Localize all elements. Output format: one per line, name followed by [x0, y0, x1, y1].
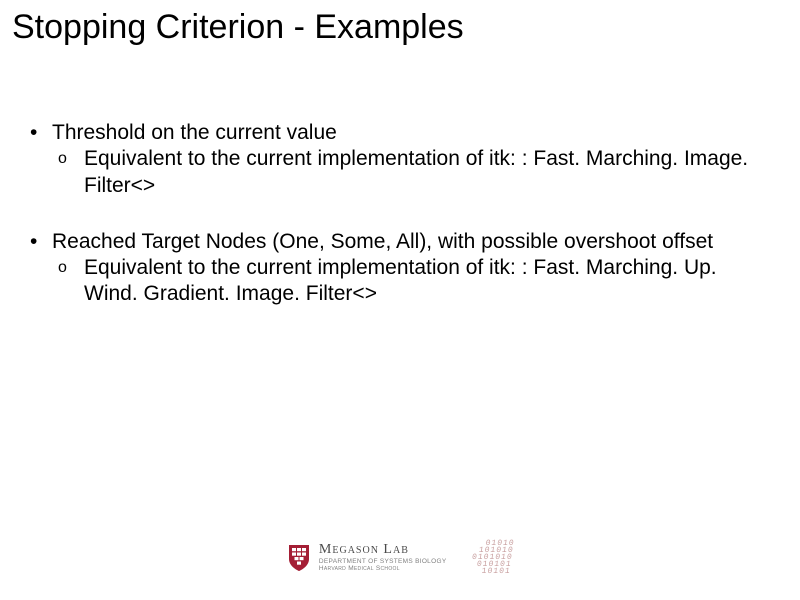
- harvard-shield-icon: [287, 543, 311, 573]
- list-item: o Equivalent to the current implementati…: [58, 255, 760, 308]
- slide-title: Stopping Criterion - Examples: [12, 8, 464, 47]
- list-item: • Threshold on the current value o Equiv…: [30, 120, 760, 199]
- list-item-text: Equivalent to the current implementation…: [84, 146, 760, 199]
- lab-school: Harvard Medical School: [319, 566, 447, 573]
- footer-branding: Megason Lab Department of Systems Biolog…: [0, 540, 800, 575]
- slide-body: • Threshold on the current value o Equiv…: [30, 120, 760, 338]
- binary-graphic-icon: 01010 101010 0101010 010101 10101: [470, 540, 516, 575]
- list-item: • Reached Target Nodes (One, Some, All),…: [30, 229, 760, 308]
- list-item-text: Threshold on the current value: [52, 120, 337, 146]
- list-item: o Equivalent to the current implementati…: [58, 146, 760, 199]
- lab-text-block: Megason Lab Department of Systems Biolog…: [319, 543, 447, 572]
- bullet-circle-icon: o: [58, 146, 84, 199]
- slide: Stopping Criterion - Examples • Threshol…: [0, 0, 800, 600]
- bullet-circle-icon: o: [58, 255, 84, 308]
- bullet-dot-icon: •: [30, 120, 52, 146]
- bullet-list: • Threshold on the current value o Equiv…: [30, 120, 760, 308]
- list-item-text: Equivalent to the current implementation…: [84, 255, 760, 308]
- list-item-text: Reached Target Nodes (One, Some, All), w…: [52, 229, 713, 255]
- bullet-dot-icon: •: [30, 229, 52, 255]
- sub-list: o Equivalent to the current implementati…: [58, 255, 760, 308]
- lab-name: Megason Lab: [319, 543, 447, 557]
- sub-list: o Equivalent to the current implementati…: [58, 146, 760, 199]
